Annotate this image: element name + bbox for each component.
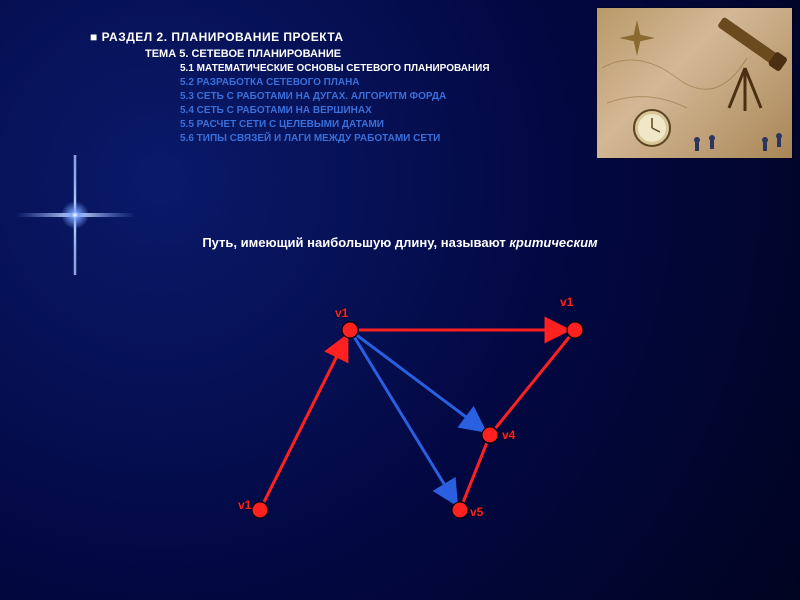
- star-decoration: [15, 155, 135, 275]
- toc-item: 5.6 ТИПЫ СВЯЗЕЙ И ЛАГИ МЕЖДУ РАБОТАМИ СЕ…: [180, 133, 570, 144]
- header-block: РАЗДЕЛ 2. ПЛАНИРОВАНИЕ ПРОЕКТА ТЕМА 5. С…: [90, 30, 570, 144]
- caption-text: Путь, имеющий наибольшую длину, называют…: [0, 235, 800, 250]
- node-label: v4: [502, 428, 515, 442]
- toc-item: 5.2 РАЗРАБОТКА СЕТЕВОГО ПЛАНА: [180, 77, 570, 88]
- node-label: v1: [560, 295, 573, 309]
- node-label: v5: [470, 505, 483, 519]
- section-title: РАЗДЕЛ 2. ПЛАНИРОВАНИЕ ПРОЕКТА: [90, 30, 570, 44]
- caption-part2: называют: [441, 235, 510, 250]
- caption-part3: критическим: [509, 235, 597, 250]
- toc-item: 5.1 МАТЕМАТИЧЕСКИЕ ОСНОВЫ СЕТЕВОГО ПЛАНИ…: [180, 63, 570, 74]
- toc-item: 5.3 СЕТЬ С РАБОТАМИ НА ДУГАХ. АЛГОРИТМ Ф…: [180, 91, 570, 102]
- caption-part1: Путь, имеющий наибольшую длину,: [202, 235, 440, 250]
- node-label: v1: [335, 306, 348, 320]
- toc-item: 5.5 РАСЧЕТ СЕТИ С ЦЕЛЕВЫМИ ДАТАМИ: [180, 119, 570, 130]
- toc-item: 5.4 СЕТЬ С РАБОТАМИ НА ВЕРШИНАХ: [180, 105, 570, 116]
- theme-title: ТЕМА 5. СЕТЕВОЕ ПЛАНИРОВАНИЕ: [145, 48, 570, 60]
- node-label: v1: [238, 498, 251, 512]
- corner-illustration: [597, 8, 792, 158]
